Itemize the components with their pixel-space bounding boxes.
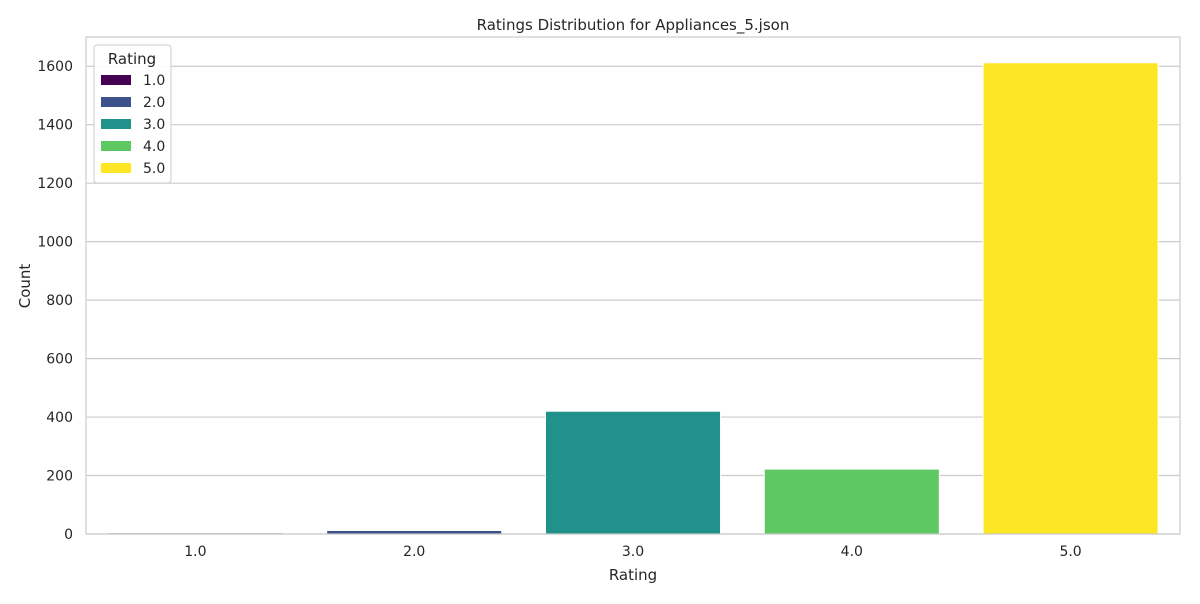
y-tick-label: 200 — [46, 469, 73, 485]
x-axis-label: Rating — [609, 566, 657, 584]
x-tick-label: 4.0 — [841, 544, 863, 560]
y-tick-label: 800 — [46, 293, 73, 309]
bars — [107, 62, 1159, 535]
y-tick-labels: 0 200 400 600 800 1000 1200 1400 1600 — [37, 59, 73, 543]
legend-swatch-3.0 — [101, 119, 131, 129]
y-tick-label: 1200 — [37, 176, 73, 192]
plot-frame — [85, 36, 1181, 535]
bar-4.0 — [763, 468, 940, 535]
legend-title: Rating — [108, 50, 156, 68]
y-tick-label: 1000 — [37, 235, 73, 251]
x-tick-label: 1.0 — [184, 544, 206, 560]
x-tick-labels: 1.0 2.0 3.0 4.0 5.0 — [184, 544, 1081, 560]
legend-entries: 1.0 2.0 3.0 4.0 5.0 — [101, 73, 165, 177]
grid-lines — [86, 65, 1180, 535]
y-tick-label: 0 — [64, 527, 73, 543]
legend-entry-label: 4.0 — [143, 139, 165, 155]
chart-title: Ratings Distribution for Appliances_5.js… — [477, 16, 790, 35]
x-tick-label: 2.0 — [403, 544, 425, 560]
legend-entry-label: 2.0 — [143, 95, 165, 111]
y-tick-label: 600 — [46, 352, 73, 368]
legend: Rating 1.0 2.0 3.0 4.0 5.0 — [93, 44, 172, 184]
x-tick-label: 3.0 — [622, 544, 644, 560]
y-tick-label: 1400 — [37, 118, 73, 134]
y-axis-label: Count — [16, 264, 34, 309]
x-tick-label: 5.0 — [1059, 544, 1081, 560]
legend-entry-label: 3.0 — [143, 117, 165, 133]
legend-swatch-5.0 — [101, 163, 131, 173]
legend-swatch-1.0 — [101, 75, 131, 85]
y-tick-label: 1600 — [37, 59, 73, 75]
y-tick-label: 400 — [46, 410, 73, 426]
bar-3.0 — [544, 410, 722, 535]
legend-entry-label: 1.0 — [143, 73, 165, 89]
legend-entry-label: 5.0 — [143, 161, 165, 177]
legend-swatch-4.0 — [101, 141, 131, 151]
legend-swatch-2.0 — [101, 97, 131, 107]
bar-5.0 — [982, 62, 1159, 535]
